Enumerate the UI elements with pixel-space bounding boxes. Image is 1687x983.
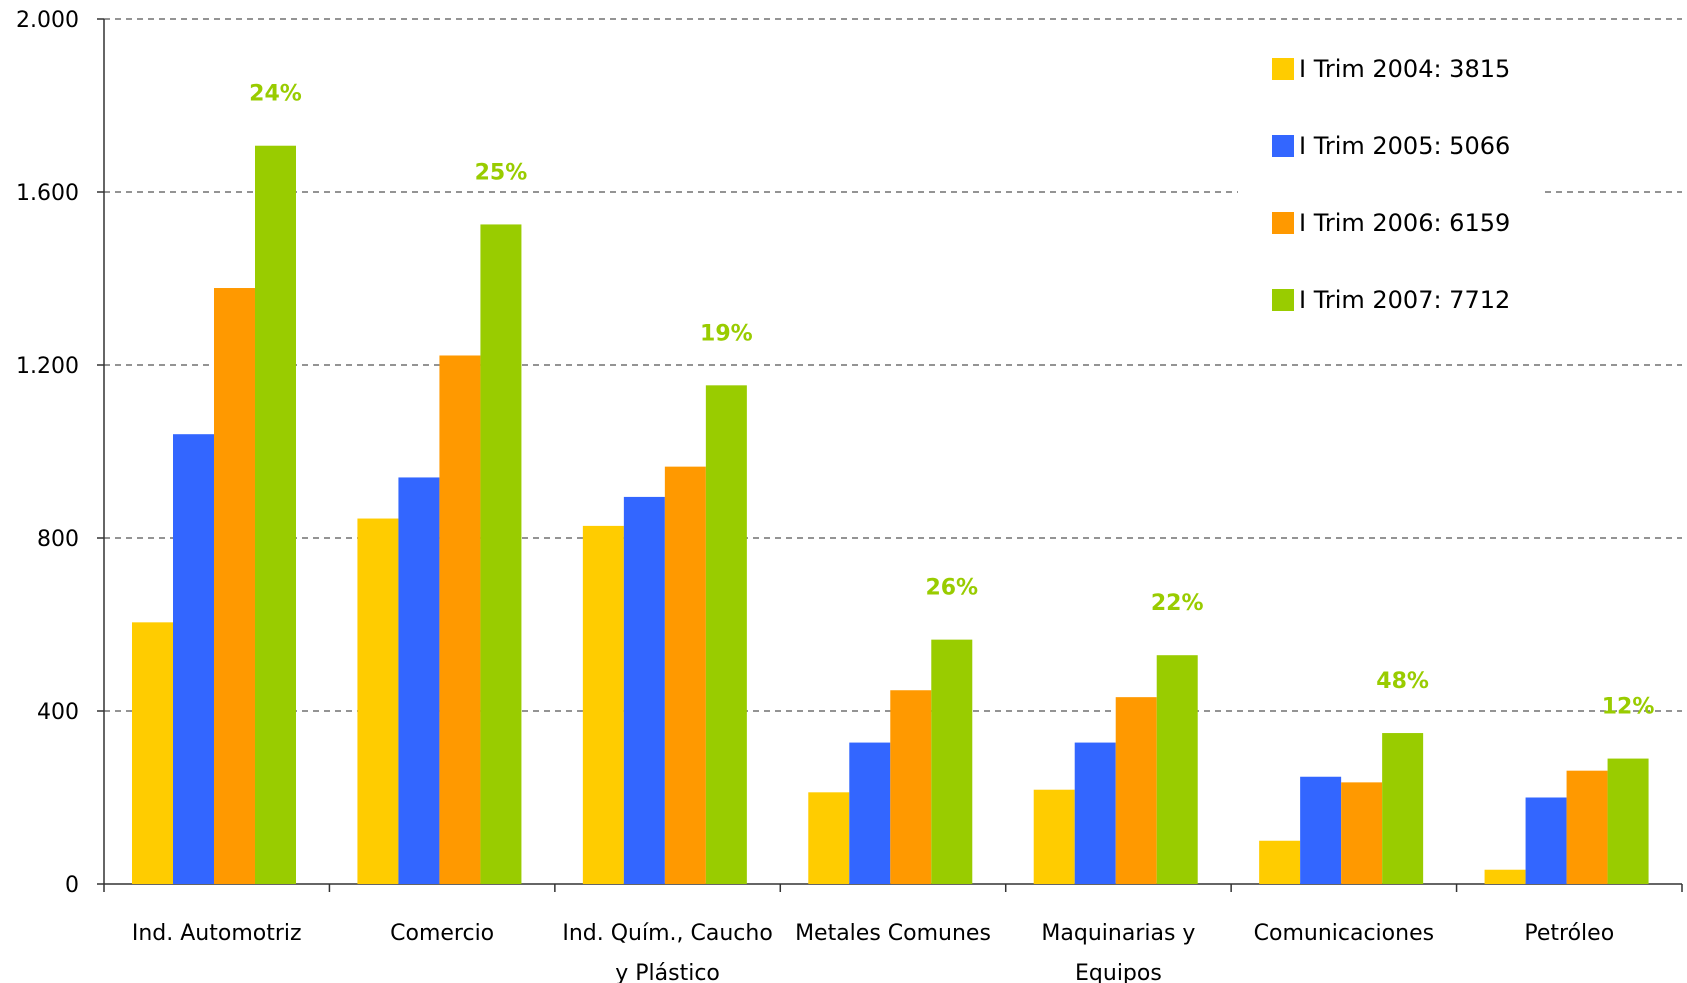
bar-2-1 (623, 496, 665, 884)
bar-1-0 (357, 518, 399, 884)
bar-3-2 (890, 690, 932, 884)
bar-3-1 (849, 742, 891, 884)
y-tick-label: 800 (37, 527, 79, 552)
percent-annotation: 24% (249, 82, 302, 107)
bar-1-2 (439, 355, 481, 884)
x-category-label: Maquinarias y Equipos (1041, 921, 1195, 983)
percent-annotation: 26% (925, 576, 978, 601)
bar-3-3 (931, 639, 973, 884)
percent-annotation: 12% (1602, 695, 1655, 720)
bar-0-3 (255, 145, 296, 884)
legend-entry-1: I Trim 2005: 5066 (1299, 132, 1510, 160)
x-category-label-line: Ind. Quím., Caucho (562, 921, 772, 946)
legend-swatch-3 (1272, 289, 1294, 311)
y-tick-label: 400 (37, 700, 79, 725)
x-category-label-line: Equipos (1075, 961, 1162, 983)
percent-annotation: 19% (700, 321, 753, 346)
bar-3-0 (808, 792, 850, 884)
x-category-label: Metales Comunes (795, 921, 991, 946)
percent-annotation: 48% (1376, 669, 1429, 694)
bar-4-2 (1115, 697, 1157, 884)
y-tick-label: 0 (65, 873, 79, 898)
bar-1-1 (398, 477, 440, 884)
legend-swatch-1 (1272, 135, 1294, 157)
x-category-label-line: Metales Comunes (795, 921, 991, 946)
y-tick-label: 1.600 (16, 181, 79, 206)
x-category-label: Comercio (390, 921, 494, 946)
x-category-label-line: Comercio (390, 921, 494, 946)
bar-0-1 (173, 434, 214, 884)
bar-2-0 (582, 525, 624, 884)
legend-swatch-2 (1272, 212, 1294, 234)
bar-2-2 (664, 466, 706, 884)
bar-6-1 (1525, 797, 1567, 884)
bar-4-1 (1074, 742, 1116, 884)
percent-annotation: 22% (1151, 591, 1204, 616)
bar-6-0 (1484, 869, 1526, 884)
bar-4-3 (1156, 655, 1198, 884)
bar-1-3 (480, 224, 522, 884)
x-category-label: Petróleo (1524, 921, 1614, 946)
bar-6-3 (1607, 758, 1649, 884)
legend-entry-3: I Trim 2007: 7712 (1299, 286, 1510, 314)
legend-swatch-0 (1272, 58, 1294, 80)
x-category-label-line: Comunicaciones (1254, 921, 1434, 946)
x-category-label-line: y Plástico (615, 961, 720, 983)
bar-5-0 (1259, 840, 1301, 884)
x-category-label-line: Ind. Automotriz (132, 921, 302, 946)
x-category-label-line: Maquinarias y (1041, 921, 1195, 946)
x-category-label-line: Petróleo (1524, 921, 1614, 946)
bar-0-0 (132, 622, 173, 884)
legend-entry-2: I Trim 2006: 6159 (1299, 209, 1510, 237)
x-category-label: Comunicaciones (1254, 921, 1434, 946)
x-category-label: Ind. Automotriz (132, 921, 302, 946)
bar-4-0 (1033, 789, 1075, 884)
bar-2-3 (705, 385, 747, 884)
bar-5-1 (1300, 776, 1342, 884)
percent-annotation: 25% (475, 160, 528, 185)
y-tick-label: 2.000 (16, 8, 79, 33)
bar-0-2 (214, 288, 255, 884)
bar-5-2 (1341, 782, 1383, 884)
y-tick-label: 1.200 (16, 354, 79, 379)
bar-5-3 (1382, 733, 1424, 884)
bar-6-2 (1566, 770, 1608, 884)
legend-entry-0: I Trim 2004: 3815 (1299, 55, 1510, 83)
x-category-label: Ind. Quím., Caucho y Plástico (562, 921, 772, 983)
